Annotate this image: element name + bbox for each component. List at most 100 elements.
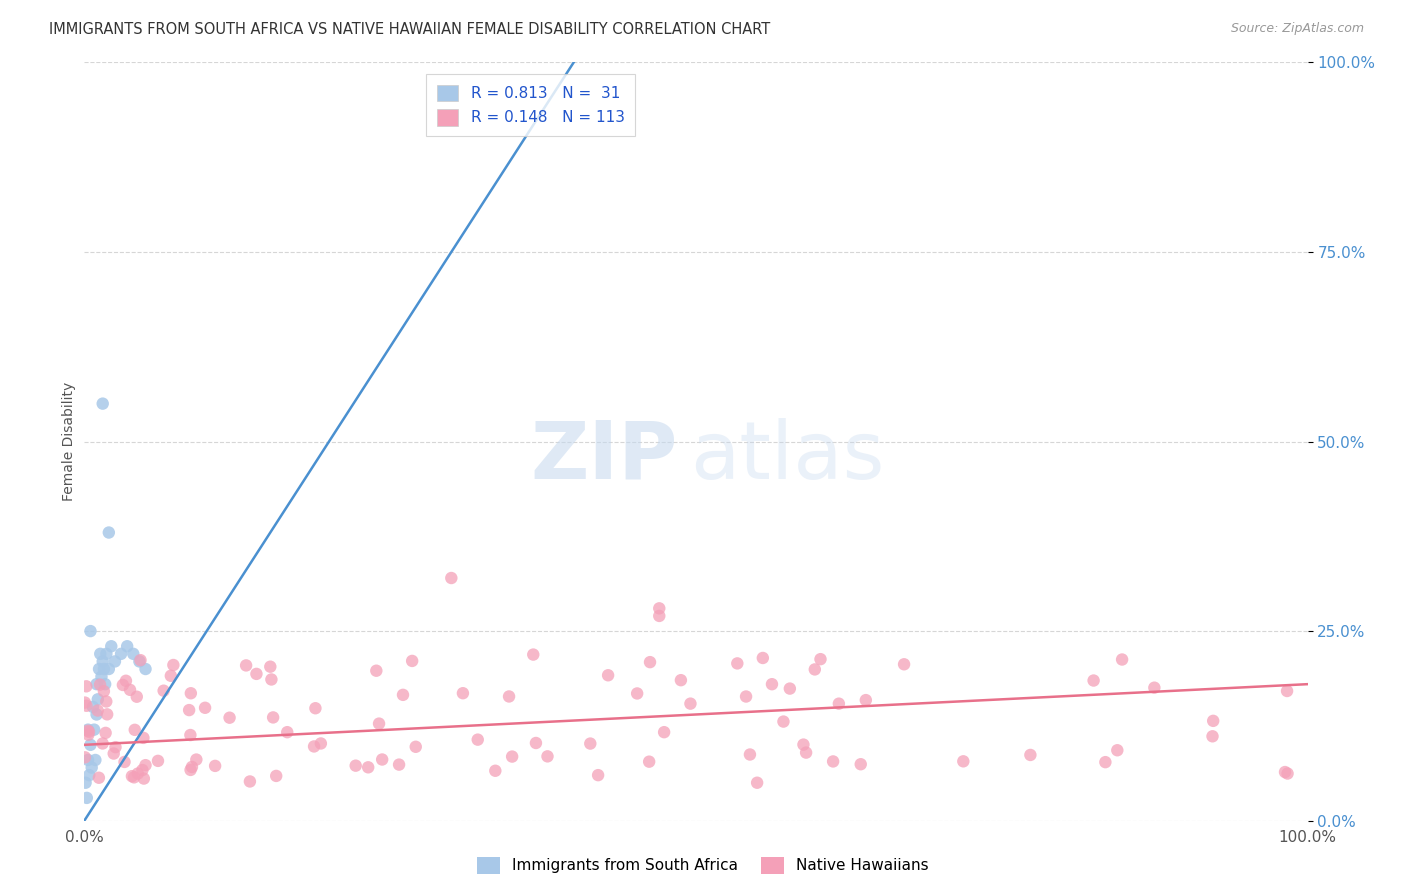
Point [104,740,127,755]
Point [82,699,104,714]
Point [849,757,872,772]
Point [679,697,702,711]
Point [162,658,184,673]
Point [536,749,558,764]
Point [97,662,120,676]
Point [855,693,877,707]
Point [652,725,675,739]
Point [152,683,174,698]
Point [125,690,148,704]
Point [77,723,100,737]
Point [792,738,814,752]
Point [75,679,97,693]
Point [522,648,544,662]
Point [357,760,380,774]
Point [218,711,240,725]
Point [828,697,851,711]
Point [91,396,114,410]
Legend: R = 0.813   N =  31, R = 0.148   N = 113: R = 0.813 N = 31, R = 0.148 N = 113 [426,74,636,136]
Point [181,760,204,774]
Point [179,703,201,717]
Point [194,700,217,714]
Point [94,677,117,691]
Point [132,731,155,745]
Point [401,654,423,668]
Point [747,776,769,790]
Point [1274,765,1296,780]
Point [388,757,411,772]
Point [738,747,761,762]
Point [104,655,127,669]
Point [135,662,157,676]
Point [124,723,146,737]
Point [122,770,145,784]
Point [129,653,152,667]
Point [752,651,775,665]
Point [77,723,100,738]
Point [638,655,661,669]
Point [96,694,118,708]
Point [761,677,783,691]
Point [245,666,267,681]
Point [669,673,692,688]
Point [1111,652,1133,666]
Point [725,657,748,671]
Point [91,655,114,669]
Point [598,668,620,682]
Point [90,669,112,683]
Point [180,763,202,777]
Point [103,747,125,761]
Point [344,758,367,772]
Point [111,678,134,692]
Point [87,662,110,676]
Point [146,754,169,768]
Point [83,723,105,737]
Point [73,750,96,764]
Point [648,608,671,623]
Point [1201,729,1223,743]
Point [204,759,226,773]
Point [93,684,115,698]
Point [501,749,523,764]
Point [626,686,648,700]
Point [96,707,118,722]
Point [264,769,287,783]
Point [77,724,100,739]
Point [76,698,98,713]
Point [179,728,201,742]
Point [132,772,155,786]
Point [76,791,98,805]
Point [86,704,108,718]
Point [127,766,149,780]
Point [309,736,332,750]
Text: IMMIGRANTS FROM SOUTH AFRICA VS NATIVE HAWAIIAN FEMALE DISABILITY CORRELATION CH: IMMIGRANTS FROM SOUTH AFRICA VS NATIVE H… [49,22,770,37]
Point [93,662,115,676]
Point [451,686,474,700]
Point [260,673,283,687]
Point [1277,766,1299,780]
Point [79,624,101,639]
Point [484,764,506,778]
Point [392,688,415,702]
Point [128,655,150,669]
Point [276,725,298,739]
Point [84,753,107,767]
Point [467,732,489,747]
Point [135,758,157,772]
Text: Source: ZipAtlas.com: Source: ZipAtlas.com [1230,22,1364,36]
Point [1019,747,1042,762]
Point [586,768,609,782]
Point [91,736,114,750]
Point [115,673,138,688]
Point [638,755,661,769]
Point [89,647,111,661]
Point [239,774,262,789]
Point [86,707,108,722]
Point [440,571,463,585]
Point [259,659,281,673]
Point [524,736,547,750]
Point [121,769,143,783]
Point [952,754,974,768]
Y-axis label: Female Disability: Female Disability [62,382,76,501]
Point [302,739,325,754]
